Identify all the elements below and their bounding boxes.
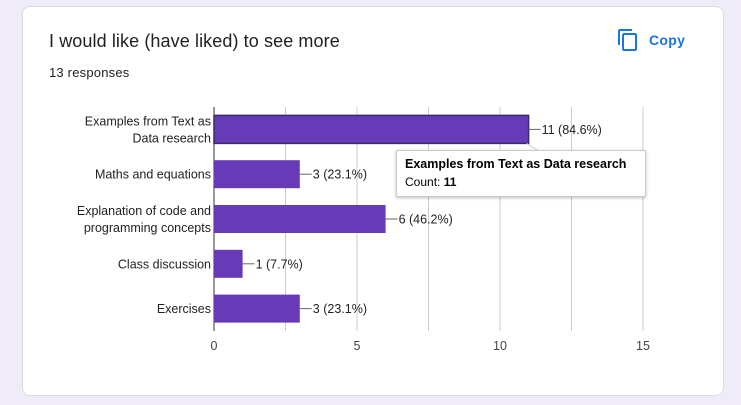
bar [214, 205, 386, 233]
bar-tooltip: Examples from Text as Data research Coun… [396, 150, 646, 197]
bar [214, 249, 243, 278]
data-label: 6 (46.2%) [399, 213, 453, 227]
tooltip-count-label: Count: [405, 175, 444, 189]
tooltip-title: Examples from Text as Data research [405, 157, 627, 171]
category-label: Class discussion [118, 257, 211, 271]
copy-label: Copy [649, 32, 686, 48]
x-tick-label: 5 [354, 339, 361, 353]
category-label: programming concepts [84, 221, 211, 235]
x-tick-label: 0 [211, 339, 218, 353]
category-label: Examples from Text as [85, 114, 211, 128]
data-label: 3 (23.1%) [313, 168, 367, 182]
tooltip-count: Count: 11 [405, 175, 637, 189]
response-count: 13 responses [49, 65, 130, 80]
x-tick-label: 15 [636, 339, 650, 353]
bar [213, 114, 530, 145]
category-label: Data research [132, 131, 211, 145]
data-label: 1 (7.7%) [256, 257, 303, 271]
data-label: 11 (84.6%) [542, 123, 602, 137]
copy-button[interactable]: Copy [617, 25, 685, 55]
chart-card: I would like (have liked) to see more 13… [22, 6, 724, 396]
category-label: Exercises [157, 302, 211, 316]
tooltip-count-value: 11 [443, 175, 457, 189]
category-label: Maths and equations [95, 168, 211, 182]
copy-icon [618, 29, 637, 51]
bar [214, 160, 300, 189]
bar [214, 294, 300, 323]
data-label: 3 (23.1%) [313, 302, 367, 316]
category-label: Explanation of code and [77, 204, 211, 218]
x-tick-label: 10 [493, 339, 507, 353]
question-title: I would like (have liked) to see more [49, 31, 340, 51]
